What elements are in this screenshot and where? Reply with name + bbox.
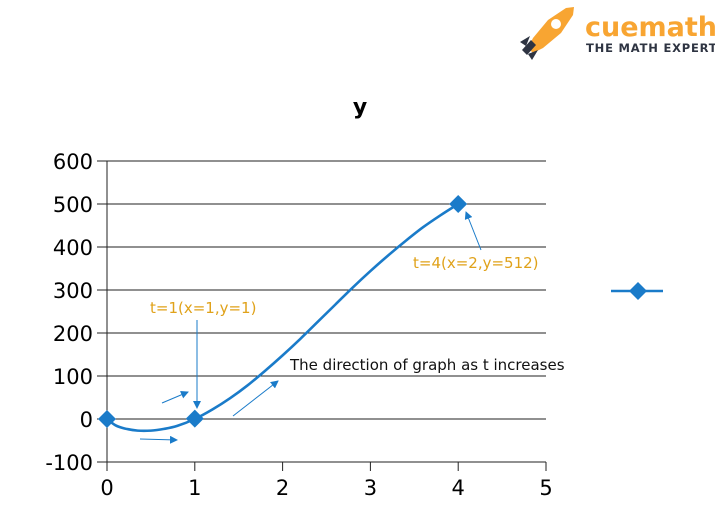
y-tick-labels: 600 500 400 300 200 100 0 -100 [45, 150, 93, 475]
chart-title: y [353, 95, 367, 120]
direction-arrow-3 [232, 380, 279, 417]
gridlines [97, 160, 546, 463]
annotation-t1: t=1(x=1,y=1) [150, 299, 256, 317]
x-tick-label: 2 [276, 476, 289, 500]
rocket-icon [520, 7, 574, 60]
x-tick-label: 4 [452, 476, 465, 500]
y-tick-label: 600 [53, 150, 93, 174]
legend [611, 282, 663, 300]
x-tick-label: 1 [188, 476, 201, 500]
y-tick-label: 100 [53, 365, 93, 389]
y-tick-label: 200 [53, 322, 93, 346]
data-markers [98, 195, 468, 428]
y-tick-label: 400 [53, 236, 93, 260]
x-tick-label: 3 [364, 476, 377, 500]
data-point-t0 [98, 410, 116, 428]
y-tick-label: -100 [45, 451, 93, 475]
brand-name: cuemath [585, 12, 715, 43]
y-tick-label: 500 [53, 193, 93, 217]
data-point-t1 [185, 409, 204, 428]
direction-arrow-1 [161, 391, 189, 404]
direction-arrow-2 [139, 435, 178, 444]
y-tick-label: 300 [53, 279, 93, 303]
direction-annotation: The direction of graph as t increases [289, 356, 565, 374]
x-tick-label: 0 [100, 476, 113, 500]
annotation-t4: t=4(x=2,y=512) [413, 254, 539, 272]
x-tick-label: 5 [539, 476, 552, 500]
brand-tagline: THE MATH EXPERT [586, 41, 715, 55]
legend-marker [629, 282, 647, 300]
x-tick-labels: 0 1 2 3 4 5 [100, 476, 552, 500]
data-point-t4 [449, 195, 468, 213]
cuemath-logo: cuemath THE MATH EXPERT [520, 7, 715, 60]
annotation-t4-arrow [464, 211, 482, 251]
y-tick-label: 0 [80, 408, 93, 432]
series-line [106, 202, 459, 433]
